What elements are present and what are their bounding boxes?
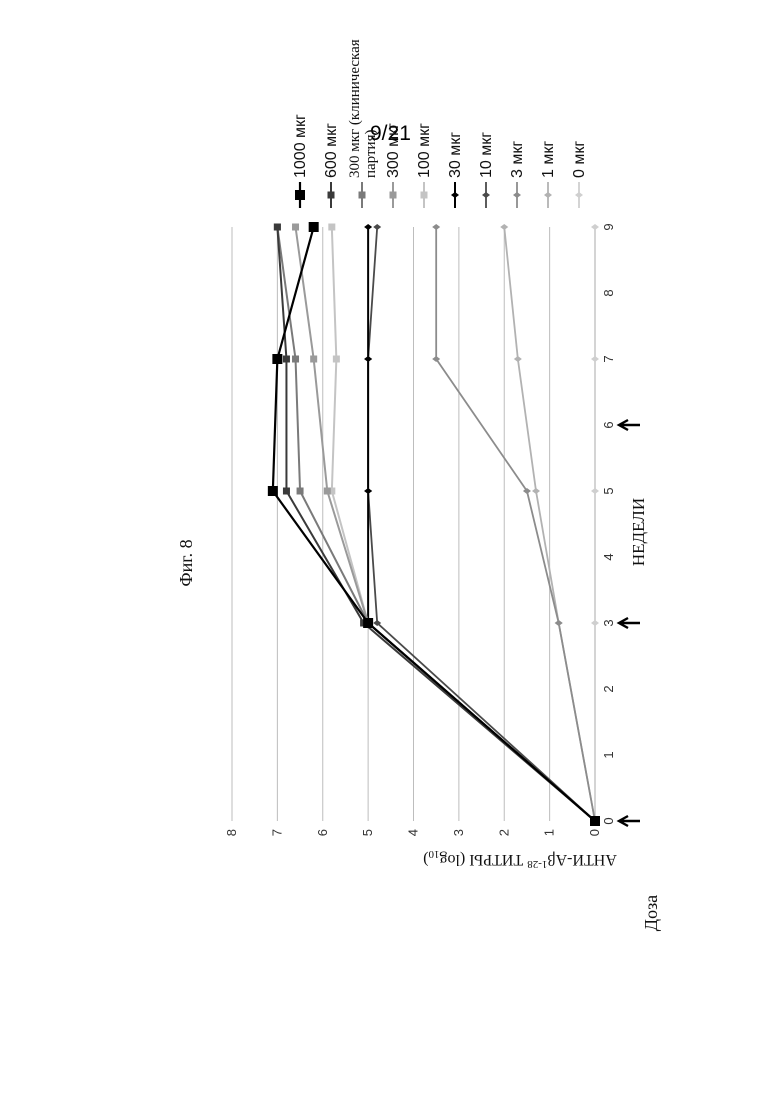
y-tick-0: 0: [587, 829, 602, 836]
x-tick-labels: 0 1 2 3 4 5 6 7 8 9: [601, 223, 616, 824]
legend-marker-6: [482, 192, 490, 198]
legend-marker-4: [421, 192, 428, 199]
point-s5-x5: [364, 488, 372, 494]
point-s1-x5: [283, 488, 290, 495]
point-s6-x9: [373, 224, 381, 230]
x-tick-1: 1: [601, 751, 616, 758]
point-s0-x5: [268, 486, 278, 496]
legend-label-1: 600 мкг: [323, 123, 340, 178]
point-s3-x7: [310, 356, 317, 363]
legend: 1000 мкг 600 мкг 300 мкг (клиническаяпарти…: [292, 39, 588, 208]
point-s5-x9: [364, 224, 372, 230]
dose-arrow-icon: [619, 816, 640, 826]
x-tick-4: 4: [601, 553, 616, 560]
dose-arrow-icon: [619, 618, 640, 628]
y-tick-7: 7: [269, 829, 284, 836]
point-s2-x7: [292, 356, 299, 363]
legend-marker-3: [390, 192, 397, 199]
series-line-0: [273, 227, 595, 821]
point-s4-x9: [328, 224, 335, 231]
legend-label-3: 300 мкг: [385, 123, 402, 178]
point-s3-x9: [292, 224, 299, 231]
legend-label-0: 1000 мкг: [292, 114, 309, 178]
y-tick-1: 1: [542, 829, 557, 836]
dose-label: Доза: [641, 895, 661, 931]
y-tick-8: 8: [224, 829, 239, 836]
point-s0-x3: [363, 618, 373, 628]
x-tick-2: 2: [601, 685, 616, 692]
dose-arrows: [619, 420, 640, 826]
point-s0-x0: [590, 816, 600, 826]
point-s0-x9: [309, 222, 319, 232]
point-s1-x9: [274, 224, 281, 231]
point-s9-x3: [591, 620, 599, 626]
x-tick-7: 7: [601, 355, 616, 362]
series-lines: [273, 227, 595, 821]
point-s3-x5: [324, 488, 331, 495]
series-line-6: [368, 227, 595, 821]
point-s5-x7: [364, 356, 372, 362]
legend-marker-5: [451, 192, 459, 198]
legend-marker-0: [295, 190, 305, 200]
legend-label-9: 0 мкг: [571, 141, 588, 178]
series-line-5: [368, 227, 595, 821]
point-s7-x7: [432, 356, 440, 362]
gridlines: [232, 227, 595, 821]
point-s9-x9: [591, 224, 599, 230]
y-tick-labels: 0 1 2 3 4 5 6 7 8: [224, 829, 602, 836]
point-s8-x7: [514, 356, 522, 362]
y-axis-label: АНТИ-Aβ1-28 ТИТРЫ (log10): [423, 848, 617, 870]
legend-label-4: 100 мкг: [416, 123, 433, 178]
x-tick-0: 0: [601, 817, 616, 824]
x-tick-9: 9: [601, 223, 616, 230]
x-axis-label: НЕДЕЛИ: [629, 498, 648, 566]
x-tick-6: 6: [601, 421, 616, 428]
x-tick-3: 3: [601, 619, 616, 626]
point-s9-x5: [591, 488, 599, 494]
point-s9-x7: [591, 356, 599, 362]
legend-label-8: 1 мкг: [540, 141, 557, 178]
legend-marker-8: [544, 192, 552, 198]
x-tick-5: 5: [601, 487, 616, 494]
legend-label-6: 10 мкг: [478, 132, 495, 178]
point-s7-x9: [432, 224, 440, 230]
legend-label-7: 3 мкг: [509, 141, 526, 178]
y-tick-4: 4: [406, 829, 421, 836]
point-s2-x5: [297, 488, 304, 495]
legend-label-5: 30 мкг: [447, 132, 464, 178]
point-s7-x3: [555, 620, 563, 626]
legend-marker-2: [359, 192, 366, 199]
legend-marker-7: [513, 192, 521, 198]
figure-caption: Фиг. 8: [176, 539, 196, 586]
y-tick-2: 2: [496, 829, 511, 836]
point-s8-x5: [532, 488, 540, 494]
x-tick-8: 8: [601, 289, 616, 296]
legend-marker-9: [575, 192, 583, 198]
legend-marker-1: [328, 192, 335, 199]
point-s4-x7: [333, 356, 340, 363]
point-s7-x5: [523, 488, 531, 494]
series-line-7: [436, 227, 595, 821]
y-tick-3: 3: [451, 829, 466, 836]
point-s0-x7: [272, 354, 282, 364]
y-tick-6: 6: [315, 829, 330, 836]
legend-label-2: 300 мкг (клиническаяпартия): [347, 39, 379, 178]
dose-arrow-icon: [619, 420, 640, 430]
point-s8-x9: [500, 224, 508, 230]
point-s1-x7: [283, 356, 290, 363]
y-tick-5: 5: [360, 829, 375, 836]
